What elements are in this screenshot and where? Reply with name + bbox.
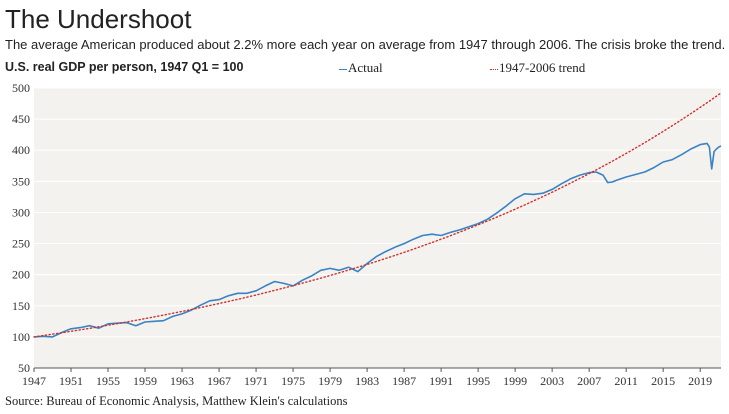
legend-label-actual: Actual xyxy=(348,60,383,75)
x-tick-label: 2007 xyxy=(577,374,601,388)
legend-label-trend: 1947-2006 trend xyxy=(499,60,586,75)
x-tick-label: 2011 xyxy=(614,374,638,388)
legend-swatch-trend xyxy=(490,68,498,70)
y-axis-label: U.S. real GDP per person, 1947 Q1 = 100 xyxy=(5,60,244,74)
y-axis: 50 100 150 200 250 300 350 400 450 500 xyxy=(12,81,30,375)
legend-swatch-actual xyxy=(339,68,347,70)
x-tick-label: 1991 xyxy=(429,374,453,388)
y-tick-label: 150 xyxy=(12,299,30,313)
y-tick-label: 400 xyxy=(12,143,30,157)
x-tick-label: 1971 xyxy=(244,374,268,388)
legend-item-actual: Actual xyxy=(339,60,383,76)
x-tick-label: 1987 xyxy=(392,374,416,388)
chart-title: The Undershoot xyxy=(5,4,192,34)
x-tick-label: 1975 xyxy=(281,374,305,388)
y-tick-label: 200 xyxy=(12,268,30,282)
y-tick-label: 100 xyxy=(12,330,30,344)
x-axis: 1947 1951 1955 1959 1963 1967 1971 1975 1979 1983… xyxy=(22,367,721,388)
actual-line xyxy=(33,142,722,338)
x-tick-label: 1999 xyxy=(503,374,527,388)
y-tick-label: 300 xyxy=(12,205,30,219)
y-tick-label: 450 xyxy=(12,112,30,126)
x-tick-label: 1967 xyxy=(207,374,231,388)
x-tick-label: 1995 xyxy=(466,374,490,388)
x-tick-label: 1979 xyxy=(318,374,342,388)
x-tick-label: 1947 xyxy=(22,374,46,388)
y-tick-label: 50 xyxy=(18,361,30,375)
x-tick-label: 1983 xyxy=(355,374,379,388)
x-tick-label: 1963 xyxy=(170,374,194,388)
legend-item-trend: 1947-2006 trend xyxy=(490,60,585,76)
x-tick-label: 1951 xyxy=(59,374,83,388)
x-tick-label: 2019 xyxy=(688,374,712,388)
y-tick-label: 500 xyxy=(12,81,30,95)
x-tick-label: 2015 xyxy=(651,374,675,388)
y-tick-label: 250 xyxy=(12,237,30,251)
series-group xyxy=(33,92,722,338)
y-tick-label: 350 xyxy=(12,174,30,188)
x-tick-label: 1959 xyxy=(133,374,157,388)
chart-subtitle: The average American produced about 2.2%… xyxy=(5,37,726,52)
trend-line xyxy=(33,92,722,338)
x-tick-label: 1955 xyxy=(96,374,120,388)
x-tick-label: 2003 xyxy=(540,374,564,388)
source-note: Source: Bureau of Economic Analysis, Mat… xyxy=(5,394,348,408)
